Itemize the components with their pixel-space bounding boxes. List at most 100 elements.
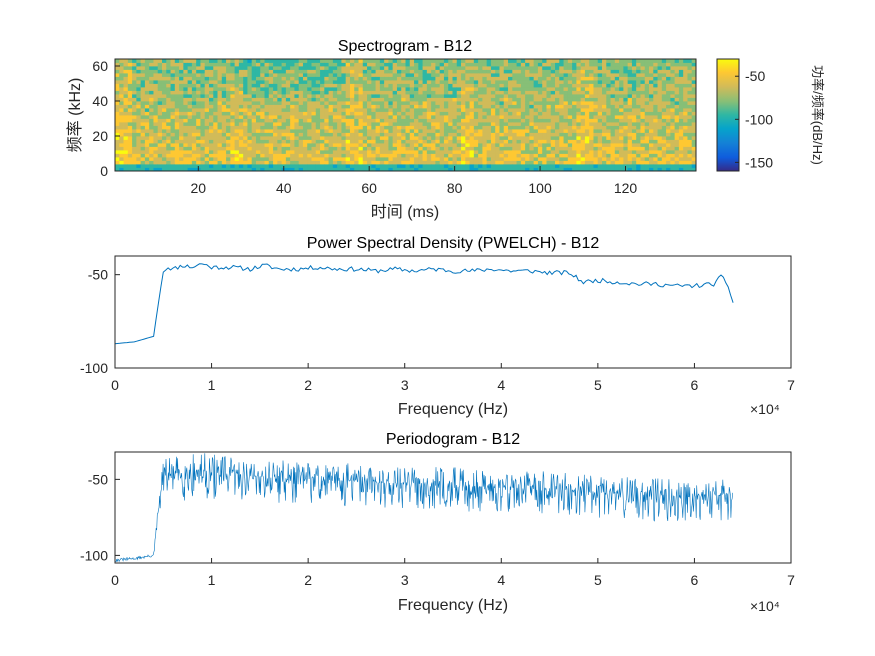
spectrogram-cell bbox=[602, 69, 607, 74]
spectrogram-cell bbox=[627, 146, 633, 151]
spectrogram-cell bbox=[546, 164, 552, 168]
spectrogram-cell bbox=[567, 118, 573, 123]
spectrogram-cell bbox=[367, 101, 372, 105]
spectrogram-cell bbox=[375, 111, 381, 116]
spectrogram-cell bbox=[179, 90, 184, 95]
spectrogram-cell bbox=[572, 129, 577, 133]
spectrogram-cell bbox=[401, 125, 406, 130]
spectrogram-cell bbox=[281, 59, 287, 63]
spectrogram-cell bbox=[379, 66, 385, 70]
spectrogram-cell bbox=[567, 73, 573, 77]
spectrogram-cell bbox=[179, 139, 184, 144]
spectrogram-cell bbox=[687, 94, 693, 98]
spectrogram-cell bbox=[337, 59, 342, 63]
spectrogram-cell bbox=[401, 94, 406, 98]
spectrogram-cell bbox=[653, 62, 658, 67]
spectrogram-cell bbox=[644, 157, 650, 161]
spectrogram-cell bbox=[580, 83, 586, 88]
spectrogram-cell bbox=[298, 132, 304, 137]
spectrogram-cell bbox=[345, 118, 351, 123]
spectrogram-cell bbox=[443, 94, 449, 98]
spectrogram-cell bbox=[251, 122, 257, 126]
y-tick-label: -100 bbox=[80, 547, 108, 563]
spectrogram-cell bbox=[414, 136, 419, 140]
spectrogram-cell bbox=[332, 122, 338, 126]
spectrogram-cell bbox=[486, 136, 492, 140]
spectrogram-cell bbox=[405, 125, 411, 130]
spectrogram-cell bbox=[546, 66, 552, 70]
spectrogram-cell bbox=[392, 139, 398, 144]
spectrogram-cell bbox=[670, 104, 676, 109]
spectrogram-cell bbox=[337, 132, 342, 137]
spectrogram-cell bbox=[627, 143, 633, 147]
spectrogram-cell bbox=[362, 101, 368, 105]
spectrogram-cell bbox=[396, 164, 402, 168]
spectrogram-cell bbox=[486, 115, 492, 119]
spectrogram-cell bbox=[132, 76, 137, 81]
spectrogram-cell bbox=[358, 143, 364, 147]
spectrogram-cell bbox=[247, 132, 253, 137]
spectrogram-cell bbox=[482, 115, 488, 119]
spectrogram-cell bbox=[555, 87, 560, 91]
spectrogram-cell bbox=[315, 132, 321, 137]
spectrogram-cell bbox=[563, 83, 569, 88]
spectrogram-cell bbox=[456, 80, 462, 84]
spectrogram-cell bbox=[123, 101, 129, 105]
spectrogram-cell bbox=[537, 76, 543, 81]
spectrogram-cell bbox=[461, 146, 466, 151]
spectrogram-cell bbox=[127, 115, 133, 119]
spectrogram-cell bbox=[243, 167, 248, 172]
spectrogram-cell bbox=[418, 139, 423, 144]
spectrogram-cell bbox=[589, 122, 594, 126]
spectrogram-cell bbox=[631, 160, 637, 165]
spectrogram-cell bbox=[384, 76, 389, 81]
spectrogram-cell bbox=[294, 80, 300, 84]
spectrogram-cell bbox=[602, 115, 607, 119]
spectrogram-cell bbox=[473, 143, 479, 147]
spectrogram-cell bbox=[123, 108, 129, 112]
spectrogram-cell bbox=[328, 150, 334, 154]
spectrogram-cell bbox=[567, 97, 573, 102]
spectrogram-cell bbox=[234, 143, 240, 147]
spectrogram-cell bbox=[422, 167, 428, 172]
spectrogram-cell bbox=[508, 132, 513, 137]
spectrogram-cell bbox=[597, 108, 603, 112]
spectrogram-cell bbox=[362, 104, 368, 109]
spectrogram-cell bbox=[520, 164, 526, 168]
spectrogram-cell bbox=[221, 94, 227, 98]
spectrogram-cell bbox=[461, 90, 466, 95]
spectrogram-cell bbox=[490, 66, 496, 70]
spectrogram-cell bbox=[358, 122, 364, 126]
spectrogram-cell bbox=[401, 150, 406, 154]
spectrogram-cell bbox=[465, 111, 470, 116]
spectrogram-cell bbox=[520, 104, 526, 109]
spectrogram-cell bbox=[640, 80, 646, 84]
spectrogram-cell bbox=[670, 80, 676, 84]
spectrogram-cell bbox=[644, 80, 650, 84]
spectrogram-cell bbox=[426, 118, 432, 123]
spectrogram-cell bbox=[589, 90, 594, 95]
spectrogram-cell bbox=[644, 132, 650, 137]
colorbar bbox=[717, 59, 739, 171]
spectrogram-cell bbox=[567, 167, 573, 172]
spectrogram-cell bbox=[367, 164, 372, 168]
spectrogram-cell bbox=[268, 118, 274, 123]
spectrogram-cell bbox=[277, 111, 283, 116]
spectrogram-cell bbox=[401, 143, 406, 147]
periodogram-y-ticks: -50-100 bbox=[80, 471, 120, 563]
spectrogram-cell bbox=[298, 62, 304, 67]
spectrogram-cell bbox=[572, 115, 577, 119]
spectrogram-cell bbox=[320, 153, 325, 158]
spectrogram-cell bbox=[636, 83, 641, 88]
spectrogram-cell bbox=[666, 129, 671, 133]
spectrogram-cell bbox=[290, 125, 295, 130]
spectrogram-cell bbox=[144, 122, 150, 126]
spectrogram-cell bbox=[683, 125, 688, 130]
spectrogram-cell bbox=[631, 87, 637, 91]
spectrogram-cell bbox=[119, 104, 124, 109]
spectrogram-cell bbox=[341, 139, 347, 144]
spectrogram-cell bbox=[174, 129, 180, 133]
spectrogram-cell bbox=[550, 97, 556, 102]
spectrogram-cell bbox=[170, 69, 176, 74]
spectrogram-cell bbox=[426, 62, 432, 67]
